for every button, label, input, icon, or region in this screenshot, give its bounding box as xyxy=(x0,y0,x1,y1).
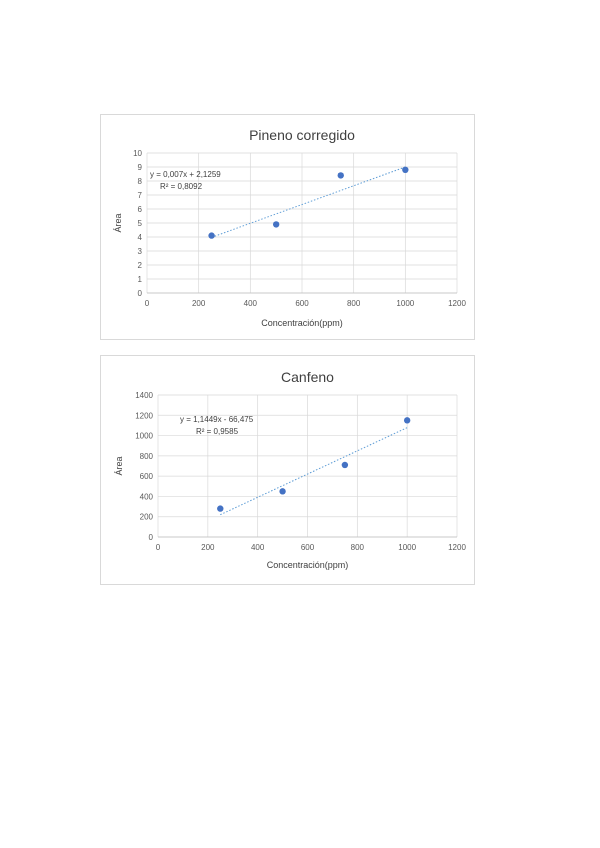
chart-canfeno: 0 200 400 600 800 1000 1200 1400 0 200 400 600 800 10… xyxy=(100,355,475,585)
x-tick-label: 800 xyxy=(347,299,361,308)
data-point xyxy=(217,505,224,512)
trendline-r2: R² = 0,9585 xyxy=(196,427,239,436)
data-point xyxy=(279,488,286,495)
x-tick-label: 600 xyxy=(301,543,315,552)
x-tick-label: 200 xyxy=(192,299,206,308)
y-tick-label: 0 xyxy=(149,533,154,542)
x-axis-label: Concentración(ppm) xyxy=(261,318,343,328)
data-point xyxy=(341,461,349,469)
y-tick-label: 1 xyxy=(138,275,143,284)
trendline-equation: y = 0,007x + 2,1259 xyxy=(150,170,221,179)
x-tick-label: 400 xyxy=(244,299,258,308)
x-tick-label: 1200 xyxy=(448,299,466,308)
x-tick-label: 0 xyxy=(145,299,150,308)
x-tick-label: 400 xyxy=(251,543,265,552)
y-tick-label: 0 xyxy=(138,289,143,298)
x-tick-label: 1000 xyxy=(398,543,416,552)
x-tick-label: 200 xyxy=(201,543,215,552)
x-tick-label: 800 xyxy=(351,543,365,552)
trendline xyxy=(211,166,406,238)
data-point xyxy=(337,172,344,179)
x-tick-label: 600 xyxy=(295,299,309,308)
y-tick-label: 4 xyxy=(138,233,143,242)
y-tick-label: 600 xyxy=(140,472,154,481)
x-tick-label: 1200 xyxy=(448,543,466,552)
y-tick-label: 200 xyxy=(140,513,154,522)
y-tick-label: 8 xyxy=(138,177,143,186)
chart-canfeno-svg: 0 200 400 600 800 1000 1200 1400 0 200 400 600 800 10… xyxy=(114,369,466,570)
data-point xyxy=(208,232,215,239)
y-tick-label: 9 xyxy=(138,163,143,172)
y-tick-label: 1400 xyxy=(135,391,153,400)
y-tick-label: 3 xyxy=(138,247,143,256)
y-tick-label: 1200 xyxy=(135,411,153,420)
y-tick-label: 6 xyxy=(138,205,143,214)
data-point xyxy=(272,221,280,228)
y-tick-label: 2 xyxy=(138,261,143,270)
x-axis-label: Concentración(ppm) xyxy=(267,560,349,570)
trendline-r2: R² = 0,8092 xyxy=(160,182,203,191)
y-tick-label: 400 xyxy=(140,492,154,501)
chart-title: Canfeno xyxy=(281,369,334,385)
chart-title: Pineno corregido xyxy=(249,127,355,143)
y-tick-label: 10 xyxy=(133,149,142,158)
y-axis-label: Área xyxy=(114,456,124,475)
trendline-equation: y = 1,1449x - 66,475 xyxy=(180,415,254,424)
data-point xyxy=(402,166,409,173)
data-point xyxy=(403,417,411,424)
y-tick-label: 800 xyxy=(140,452,154,461)
y-tick-label: 1000 xyxy=(135,432,153,441)
trendline xyxy=(220,427,408,516)
x-tick-label: 0 xyxy=(156,543,161,552)
y-tick-label: 7 xyxy=(138,191,143,200)
chart-pineno-svg: 0 1 2 3 4 5 6 7 8 9 10 0 200 400 600 800 1000 1200 Pineno … xyxy=(113,127,466,328)
x-tick-label: 1000 xyxy=(396,299,414,308)
y-tick-label: 5 xyxy=(138,219,143,228)
y-axis-label: Área xyxy=(113,213,123,232)
chart-pineno: 0 1 2 3 4 5 6 7 8 9 10 0 200 400 600 800 1000 1200 Pineno … xyxy=(100,114,475,340)
